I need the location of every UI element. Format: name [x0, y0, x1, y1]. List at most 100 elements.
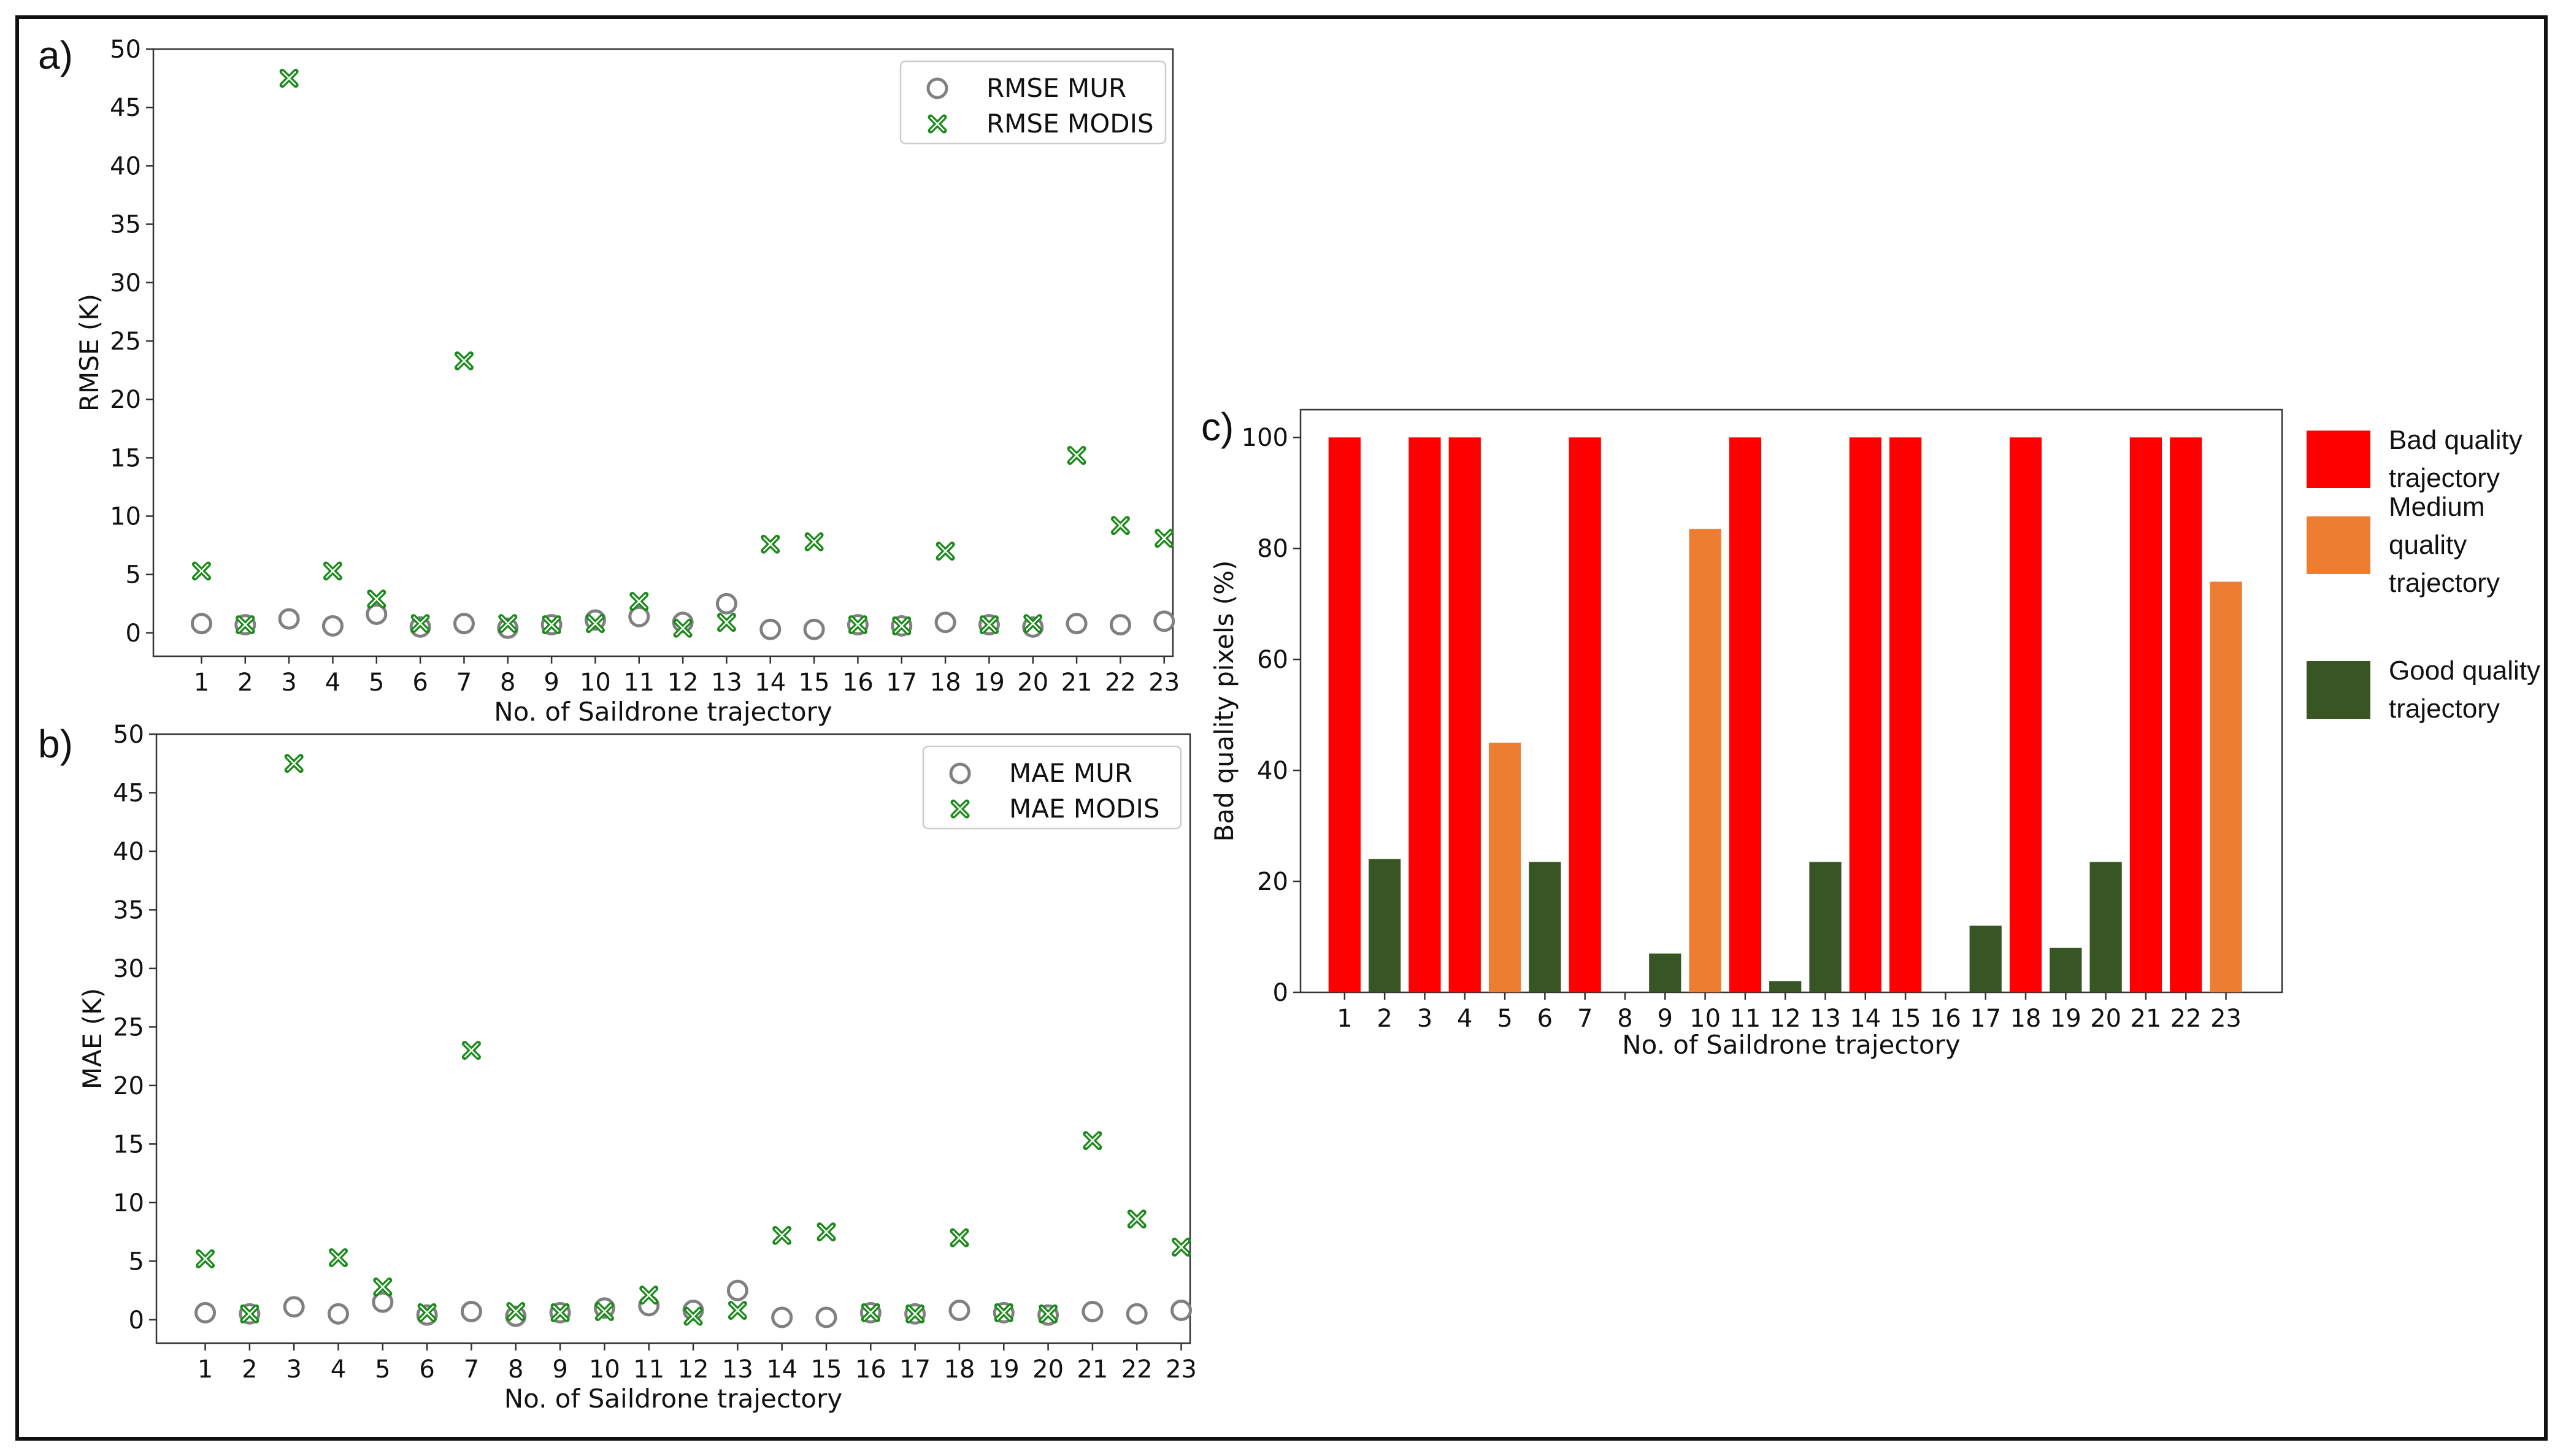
data-point-mur — [1126, 1303, 1148, 1325]
y-tick-label: 20 — [1257, 868, 1288, 896]
data-point-mur — [993, 1301, 1015, 1324]
y-tick-label: 40 — [1257, 757, 1288, 785]
data-point-mur — [372, 1291, 394, 1313]
x-tick-label: 2 — [237, 669, 253, 697]
y-tick-label: 20 — [113, 1072, 144, 1100]
x-tick-label: 22 — [1121, 1355, 1153, 1384]
legend-label-modis: MAE MODIS — [1009, 794, 1160, 824]
data-point-mur — [278, 608, 300, 630]
x-tick-label: 5 — [1497, 1005, 1512, 1033]
data-point-modis — [454, 351, 474, 370]
legend-label-bad: Bad quality — [2389, 425, 2523, 455]
x-axis-label: No. of Saildrone trajectory — [494, 697, 832, 727]
data-point-modis — [892, 616, 912, 635]
y-tick-label: 25 — [113, 1013, 144, 1041]
legend-marker-modis — [928, 114, 947, 134]
data-point-mur — [1037, 1304, 1059, 1326]
legend-swatch-medium — [2307, 516, 2370, 574]
x-tick-label: 15 — [811, 1355, 842, 1384]
bar — [2210, 581, 2242, 992]
x-tick-label: 22 — [1105, 669, 1136, 697]
x-tick-label: 9 — [544, 669, 559, 697]
plot-area — [155, 733, 1191, 1344]
y-tick-label: 15 — [113, 1130, 144, 1159]
data-point-mur — [540, 614, 563, 636]
bar — [1488, 742, 1521, 992]
y-tick-label: 5 — [129, 1247, 144, 1276]
bar — [2170, 437, 2202, 992]
data-point-mur — [584, 609, 606, 631]
x-tick-label: 11 — [623, 669, 655, 697]
bar — [1849, 437, 1881, 992]
x-tick-label: 4 — [325, 669, 340, 697]
x-tick-label: 7 — [1577, 1005, 1593, 1033]
data-point-modis — [279, 69, 299, 88]
y-tick-label: 5 — [126, 561, 141, 589]
x-tick-label: 5 — [369, 669, 384, 697]
bar — [2089, 862, 2122, 992]
data-point-modis — [196, 1249, 215, 1269]
legend-label-bad: trajectory — [2389, 463, 2500, 493]
data-point-modis — [761, 534, 780, 554]
x-tick-label: 18 — [2010, 1005, 2042, 1033]
y-tick-label: 0 — [1273, 979, 1288, 1007]
legend-marker-modis — [950, 799, 970, 819]
x-tick-label: 12 — [1770, 1005, 1801, 1033]
x-tick-label: 12 — [678, 1355, 709, 1384]
data-point-modis — [905, 1304, 925, 1324]
data-point-modis — [284, 754, 304, 773]
data-point-mur — [904, 1303, 926, 1325]
data-point-mur — [859, 1301, 882, 1324]
data-point-modis — [673, 618, 693, 638]
plot-area — [152, 48, 1174, 657]
data-point-modis — [461, 1041, 481, 1060]
x-tick-label: 4 — [331, 1355, 346, 1384]
data-point-mur — [628, 605, 650, 627]
data-point-mur — [505, 1305, 527, 1327]
data-point-modis — [728, 1301, 747, 1320]
data-point-mur — [1153, 610, 1175, 632]
x-tick-label: 23 — [1148, 669, 1180, 697]
x-tick-label: 20 — [2090, 1005, 2121, 1033]
bar — [1369, 859, 1401, 992]
legend-label-good: Good quality — [2389, 656, 2540, 686]
data-point-mur — [460, 1300, 482, 1322]
x-tick-label: 8 — [508, 1355, 523, 1384]
x-tick-label: 12 — [667, 669, 699, 697]
data-point-modis — [861, 1303, 880, 1322]
x-tick-label: 13 — [1810, 1005, 1841, 1033]
data-point-mur — [847, 614, 869, 636]
data-point-modis — [683, 1306, 703, 1326]
y-tick-label: 45 — [113, 779, 144, 807]
x-tick-label: 19 — [988, 1355, 1020, 1384]
x-tick-label: 16 — [842, 669, 874, 697]
y-tick-label: 0 — [126, 619, 141, 648]
data-point-modis — [498, 614, 518, 634]
data-point-mur — [453, 613, 475, 635]
y-axis-label: Bad quality pixels (%) — [1209, 561, 1239, 842]
panel-b-letter: b) — [38, 722, 73, 766]
y-tick-label: 25 — [110, 328, 141, 356]
data-point-mur — [283, 1296, 305, 1318]
data-point-modis — [410, 614, 430, 634]
data-point-mur — [948, 1300, 970, 1322]
data-point-modis — [367, 589, 386, 609]
data-point-mur — [409, 616, 431, 638]
legend-swatch-good — [2307, 661, 2370, 719]
x-tick-label: 5 — [375, 1355, 390, 1384]
data-point-mur — [366, 603, 388, 625]
y-tick-label: 35 — [113, 896, 144, 924]
data-point-mur — [549, 1301, 571, 1324]
x-tick-label: 3 — [286, 1355, 301, 1384]
x-tick-label: 1 — [1337, 1005, 1352, 1033]
data-point-mur — [239, 1303, 261, 1325]
x-tick-label: 10 — [1689, 1005, 1721, 1033]
data-point-modis — [550, 1303, 570, 1322]
data-point-modis — [950, 1228, 969, 1247]
data-point-modis — [323, 561, 342, 581]
bar — [1569, 437, 1601, 992]
legend-label-mur: RMSE MUR — [986, 73, 1126, 103]
data-point-modis — [804, 532, 824, 551]
data-point-modis — [1127, 1209, 1147, 1229]
